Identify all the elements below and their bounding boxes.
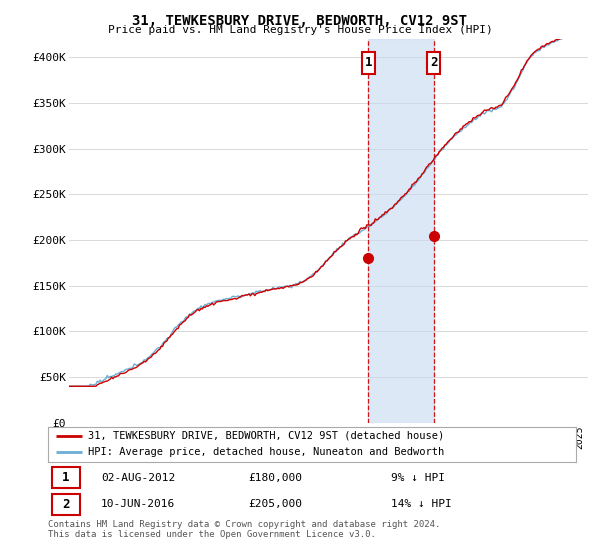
Bar <box>52 467 80 488</box>
Text: £205,000: £205,000 <box>248 499 302 509</box>
Text: 02-AUG-2012: 02-AUG-2012 <box>101 473 175 483</box>
Bar <box>52 493 80 515</box>
Bar <box>368 39 434 423</box>
Text: 1: 1 <box>364 57 372 69</box>
Text: Price paid vs. HM Land Registry's House Price Index (HPI): Price paid vs. HM Land Registry's House … <box>107 25 493 35</box>
Text: 2: 2 <box>62 498 70 511</box>
Text: 2: 2 <box>430 57 437 69</box>
Text: £180,000: £180,000 <box>248 473 302 483</box>
Text: 31, TEWKESBURY DRIVE, BEDWORTH, CV12 9ST (detached house): 31, TEWKESBURY DRIVE, BEDWORTH, CV12 9ST… <box>88 431 444 441</box>
Text: 31, TEWKESBURY DRIVE, BEDWORTH, CV12 9ST: 31, TEWKESBURY DRIVE, BEDWORTH, CV12 9ST <box>133 14 467 28</box>
Bar <box>362 52 374 74</box>
Text: Contains HM Land Registry data © Crown copyright and database right 2024.
This d: Contains HM Land Registry data © Crown c… <box>48 520 440 539</box>
Bar <box>427 52 440 74</box>
Text: 10-JUN-2016: 10-JUN-2016 <box>101 499 175 509</box>
Text: HPI: Average price, detached house, Nuneaton and Bedworth: HPI: Average price, detached house, Nune… <box>88 447 444 458</box>
Text: 9% ↓ HPI: 9% ↓ HPI <box>391 473 445 483</box>
Text: 1: 1 <box>62 471 70 484</box>
Text: 14% ↓ HPI: 14% ↓ HPI <box>391 499 452 509</box>
